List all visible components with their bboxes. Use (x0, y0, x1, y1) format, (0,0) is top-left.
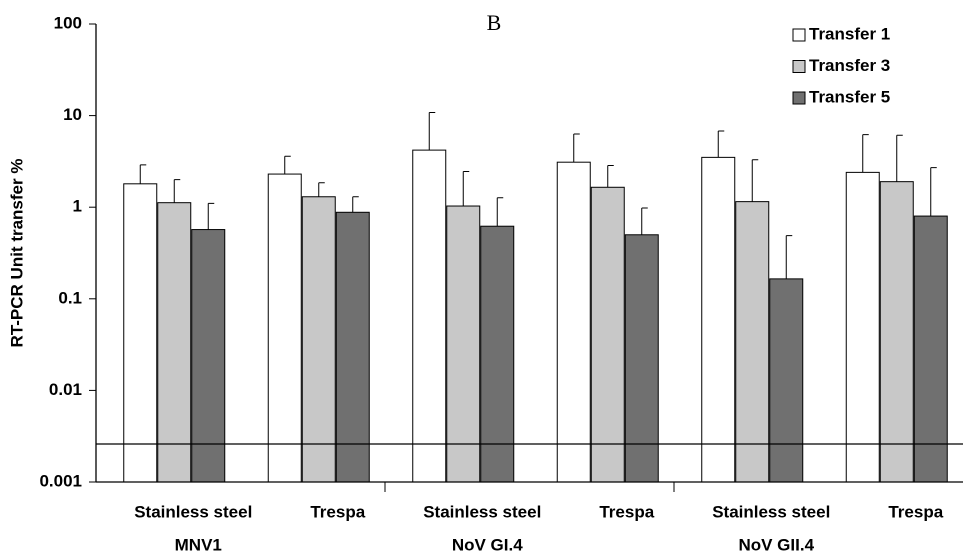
x-tick-label: Stainless steel (712, 502, 830, 521)
bar (412, 149, 447, 483)
bar (157, 202, 192, 483)
group-label: NoV GII.4 (738, 535, 814, 554)
error-bar (318, 182, 325, 197)
bar (301, 196, 336, 483)
bar (735, 201, 770, 483)
bar (845, 171, 880, 483)
legend-label: Transfer 5 (809, 87, 890, 106)
bar (480, 225, 515, 483)
error-bar (785, 235, 793, 279)
y-tick-label: 0.01 (49, 380, 82, 399)
x-tick-label: Stainless steel (423, 502, 541, 521)
error-bar (462, 171, 470, 207)
y-tick-label: 0.001 (39, 471, 82, 490)
error-bar (862, 134, 869, 173)
x-tick-label: Trespa (888, 502, 943, 521)
bar (624, 234, 659, 483)
bar (590, 186, 625, 483)
legend-swatch (792, 60, 806, 73)
bar (123, 183, 158, 483)
error-bar (352, 196, 359, 213)
error-bar (173, 179, 181, 203)
error-bar (751, 159, 759, 202)
error-bar (607, 165, 614, 188)
error-bar (573, 133, 580, 163)
chart-title: B (487, 10, 502, 35)
bar (769, 278, 804, 483)
group-label: MNV1 (175, 535, 222, 554)
legend-label: Transfer 1 (809, 24, 890, 43)
legend-label: Transfer 3 (809, 56, 890, 75)
error-bar (428, 112, 436, 151)
error-bar (207, 202, 215, 230)
bar (701, 156, 736, 483)
group-label: NoV GI.4 (452, 535, 523, 554)
y-tick-label: 0.1 (58, 288, 82, 307)
bar (335, 211, 370, 483)
bar (267, 173, 302, 483)
x-tick-label: Stainless steel (134, 502, 252, 521)
error-bar (717, 130, 725, 158)
y-tick-label: 1 (73, 197, 82, 216)
bar (913, 215, 948, 483)
error-bar (930, 167, 937, 217)
error-bar (139, 164, 147, 184)
bar (879, 181, 914, 483)
error-bar (284, 155, 291, 175)
bar (556, 161, 591, 483)
y-tick-label: 100 (54, 13, 82, 32)
x-tick-label: Trespa (310, 502, 365, 521)
legend-swatch (792, 28, 806, 42)
error-bar (496, 197, 504, 227)
legend-swatch (792, 91, 806, 105)
error-bar (896, 134, 903, 182)
bar (446, 205, 481, 483)
y-tick-label: 10 (63, 105, 82, 124)
y-axis-label: RT-PCR Unit transfer % (7, 159, 26, 348)
x-tick-label: Trespa (599, 502, 654, 521)
error-bar (641, 207, 648, 235)
